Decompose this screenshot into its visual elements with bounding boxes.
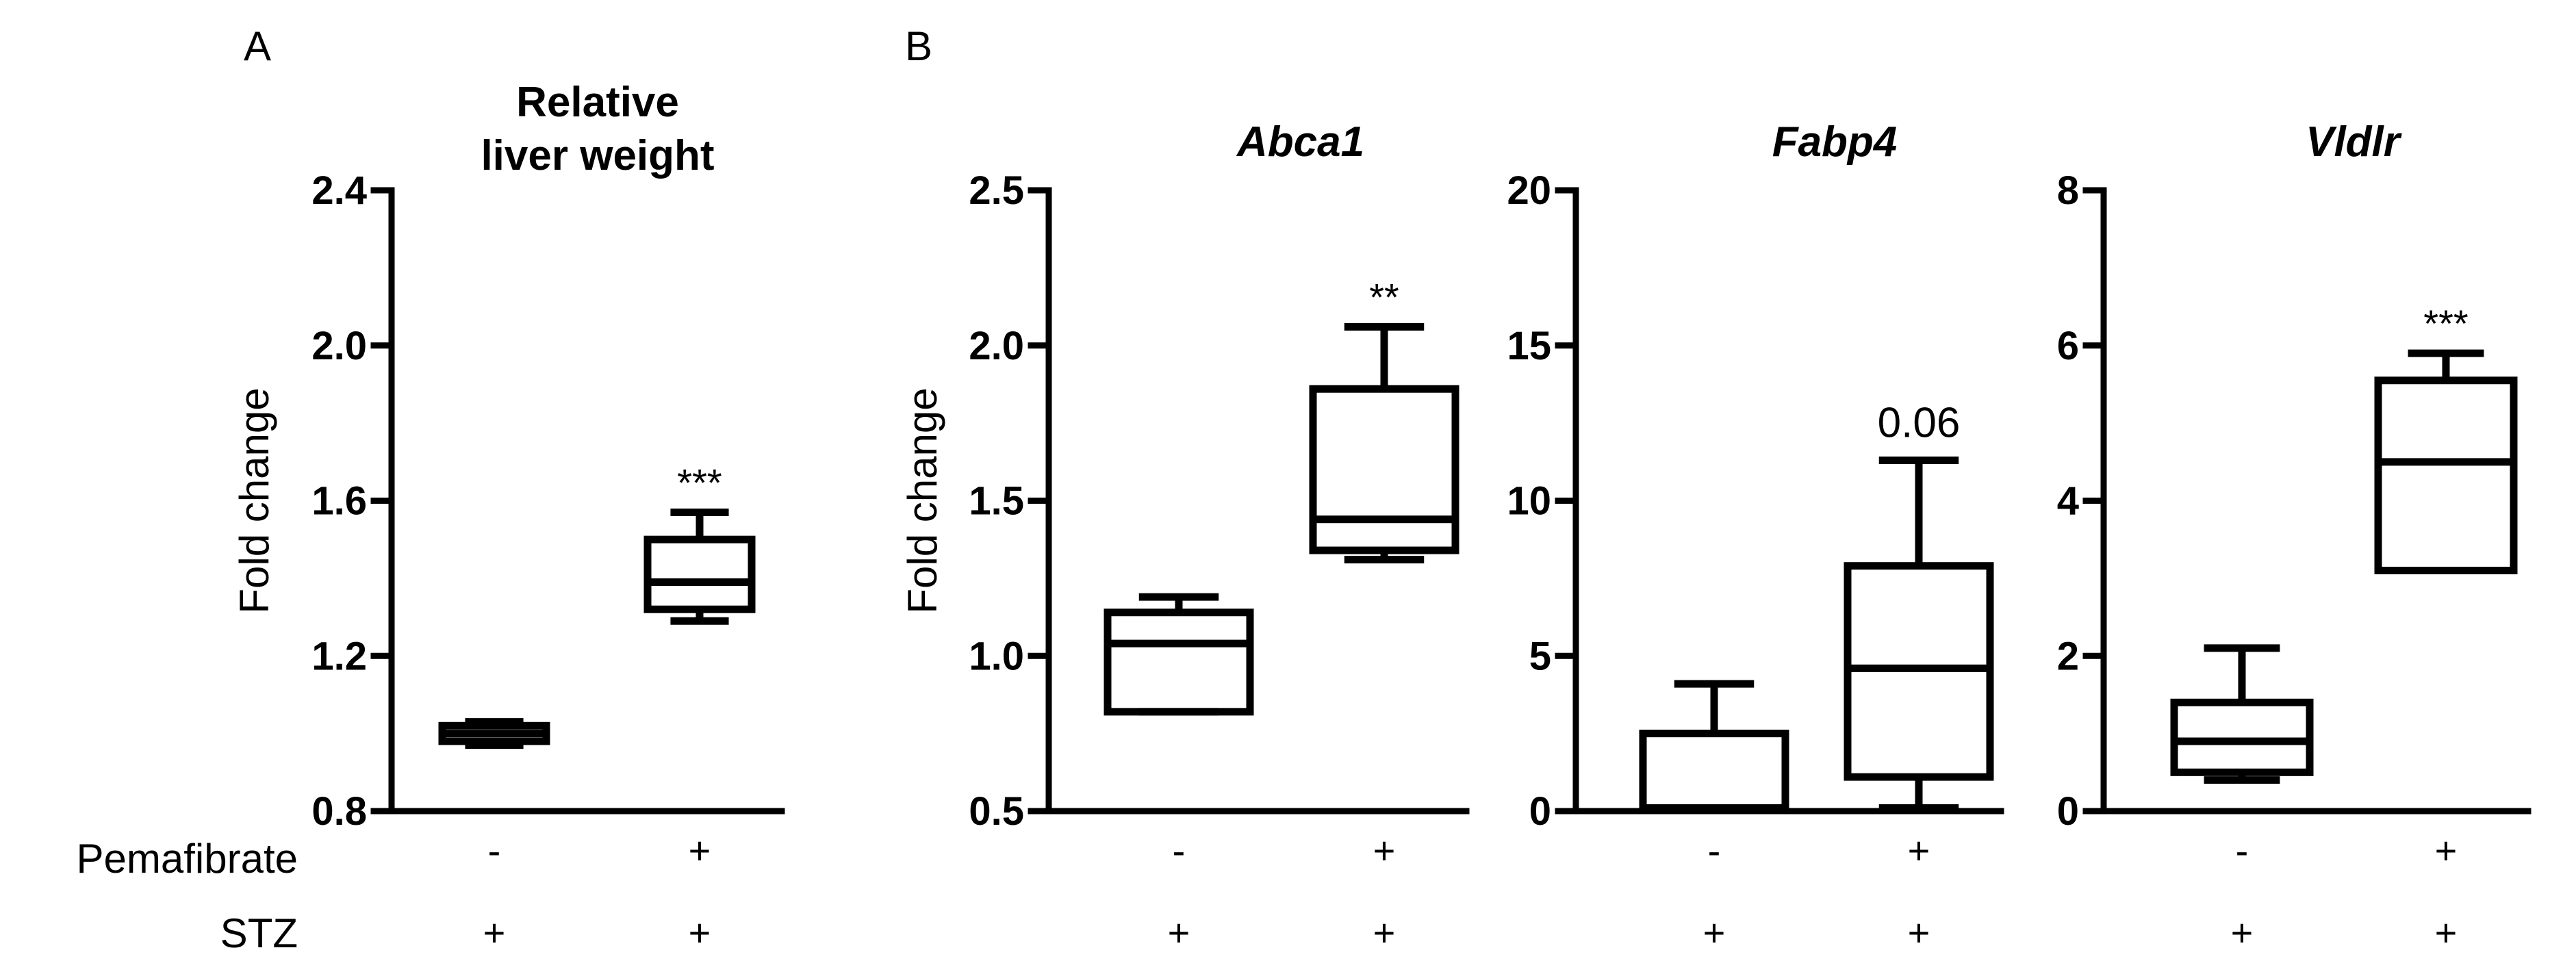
significance-label: *** xyxy=(677,461,722,504)
y-tick-label: 2 xyxy=(2057,634,2079,678)
y-tick-label: 2.4 xyxy=(311,168,367,213)
interquartile-box xyxy=(1309,385,1459,554)
chart-title: Vldlr xyxy=(2306,118,2402,166)
y-tick-label: 6 xyxy=(2057,324,2079,368)
chart-4: Vldlr 0 2 4 6 8 *** - + + + xyxy=(2057,118,2532,954)
pemafibrate-sign: + xyxy=(1373,829,1396,872)
pemafibrate-sign: + xyxy=(689,829,711,872)
interquartile-box xyxy=(2374,376,2518,575)
y-axis-label: Fold change xyxy=(231,387,277,613)
stz-sign: + xyxy=(1168,911,1190,954)
pemafibrate-sign: + xyxy=(1908,829,1930,872)
y-tick-label: 0.5 xyxy=(969,789,1024,834)
chart-title: Relative xyxy=(516,79,679,126)
stz-sign: + xyxy=(1373,911,1396,954)
pemafibrate-sign: - xyxy=(1708,829,1721,872)
y-axis-label: Fold change xyxy=(900,387,945,613)
pemafibrate-sign: - xyxy=(2236,829,2249,872)
y-tick-label: 1.5 xyxy=(969,479,1024,524)
chart-title: Abca1 xyxy=(1236,118,1364,166)
y-tick-label: 15 xyxy=(1507,324,1551,368)
box-plot: *** xyxy=(643,461,756,625)
y-tick-label: 0.8 xyxy=(311,789,367,834)
y-tick-label: 2.0 xyxy=(311,324,367,368)
stz-sign: + xyxy=(2231,911,2254,954)
box-plot xyxy=(2170,644,2314,784)
stz-sign: + xyxy=(1908,911,1930,954)
y-tick-label: 1.2 xyxy=(311,634,367,678)
chart-2: Abca1 Fold change 0.5 1.0 1.5 2.0 2.5 ** - + + + xyxy=(900,118,1470,954)
factor-label-stz: STZ xyxy=(220,910,298,956)
y-tick-label: 10 xyxy=(1507,479,1551,524)
significance-label: 0.06 xyxy=(1878,400,1961,447)
panel-label-a: A xyxy=(244,23,271,69)
factor-label-pemafibrate: Pemafibrate xyxy=(77,836,298,882)
stz-sign: + xyxy=(1703,911,1726,954)
stz-sign: + xyxy=(689,911,711,954)
chart-1: Relative liver weight Fold change 0.8 1.2 1.6… xyxy=(231,79,785,954)
y-tick-label: 1.6 xyxy=(311,479,367,524)
y-tick-label: 4 xyxy=(2057,479,2079,524)
box-plot xyxy=(438,718,550,749)
pemafibrate-sign: + xyxy=(2435,829,2458,872)
y-tick-label: 1.0 xyxy=(969,634,1024,678)
chart-3: Fabp4 0 5 10 15 20 0.06 - + + + xyxy=(1507,118,2004,954)
significance-label: *** xyxy=(2423,302,2468,345)
box-plot: *** xyxy=(2374,302,2518,575)
stz-sign: + xyxy=(2435,911,2458,954)
y-tick-label: 20 xyxy=(1507,168,1551,213)
pemafibrate-sign: - xyxy=(488,829,501,872)
y-tick-label: 8 xyxy=(2057,168,2079,213)
y-tick-label: 2.0 xyxy=(969,324,1024,368)
interquartile-box xyxy=(2170,698,2314,776)
chart-title: liver weight xyxy=(481,132,714,179)
panel-label-b: B xyxy=(905,23,932,69)
interquartile-box xyxy=(1639,730,1789,812)
chart-title: Fabp4 xyxy=(1772,118,1898,166)
box-plot xyxy=(1639,680,1789,812)
significance-label: ** xyxy=(1369,276,1399,319)
box-plot xyxy=(1104,593,1254,716)
interquartile-box xyxy=(643,535,756,613)
y-tick-label: 0 xyxy=(2057,789,2079,834)
charts-layer: Relative liver weight Fold change 0.8 1.2 1.6… xyxy=(231,79,2532,954)
y-tick-label: 5 xyxy=(1529,634,1551,678)
pemafibrate-sign: - xyxy=(1173,829,1186,872)
box-plot: ** xyxy=(1309,276,1459,564)
box-plot: 0.06 xyxy=(1844,400,1994,812)
y-tick-label: 0 xyxy=(1529,789,1551,834)
y-tick-label: 2.5 xyxy=(969,168,1024,213)
interquartile-box xyxy=(1104,608,1254,716)
stz-sign: + xyxy=(483,911,506,954)
